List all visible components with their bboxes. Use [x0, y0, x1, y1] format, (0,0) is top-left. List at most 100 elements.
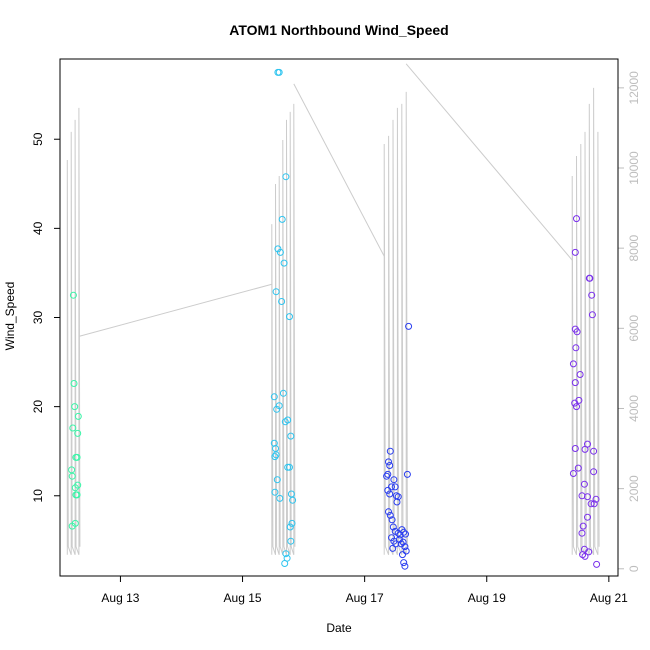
x-tick-label: Aug 17 [346, 591, 384, 605]
y-tick-label: 40 [31, 221, 45, 235]
data-point [70, 380, 78, 387]
x-tick-label: Aug 15 [224, 591, 262, 605]
data-point [383, 472, 391, 480]
data-point [282, 173, 290, 181]
y-tick-label: 20 [31, 400, 45, 414]
data-point [569, 360, 577, 368]
data-point [284, 416, 292, 424]
overlay-cluster-2 [271, 103, 296, 555]
data-point [573, 215, 580, 223]
data-point [278, 298, 286, 305]
data-point [74, 412, 82, 420]
data-point [281, 560, 289, 567]
data-point [278, 215, 286, 223]
data-points [68, 68, 601, 570]
data-point [271, 453, 279, 461]
data-point [272, 451, 280, 459]
data-point [286, 523, 294, 531]
data-point [391, 483, 399, 491]
data-point [571, 379, 579, 387]
data-point [592, 495, 600, 503]
data-point [276, 494, 284, 502]
data-point [388, 483, 395, 491]
data-point [385, 508, 392, 516]
data-point [401, 543, 409, 551]
data-point [386, 511, 394, 519]
data-point [584, 513, 591, 521]
overlay-cluster-1 [66, 107, 81, 555]
data-point [270, 439, 278, 447]
data-point [405, 322, 413, 330]
data-point [69, 424, 77, 432]
data-point [399, 538, 407, 546]
y2-tick-label: 4000 [627, 395, 641, 422]
data-point [588, 311, 596, 319]
data-point [399, 551, 406, 559]
data-point [388, 516, 396, 524]
data-point [581, 552, 589, 560]
data-point [68, 472, 76, 480]
data-point [590, 447, 598, 455]
y2-tick-label: 2000 [627, 475, 641, 502]
y2-tick-label: 12000 [627, 71, 641, 105]
data-point [579, 522, 587, 530]
y2-tick-label: 8000 [627, 234, 641, 261]
data-point [389, 523, 397, 531]
data-point [571, 445, 579, 452]
overlay-connector-1 [78, 283, 272, 337]
data-point [271, 488, 279, 496]
overlay-cluster-3 [383, 91, 408, 555]
data-point [573, 403, 580, 411]
data-point [288, 519, 296, 527]
data-point [287, 537, 295, 545]
data-point [578, 529, 586, 537]
overlay-lines [66, 63, 600, 555]
data-point [394, 493, 402, 501]
data-point [274, 68, 282, 76]
data-point [587, 500, 595, 508]
data-point [393, 498, 401, 506]
axes: Aug 13 Aug 15 Aug 17 Aug 19 Aug 21 10 20 30 40 50… [31, 71, 641, 605]
data-point [401, 562, 409, 570]
data-point [573, 328, 581, 336]
data-point [569, 470, 577, 477]
data-point [400, 528, 408, 536]
data-point [273, 405, 281, 413]
y2-tick-label: 0 [627, 565, 641, 572]
data-point [279, 389, 287, 397]
x-tick-label: Aug 21 [590, 591, 628, 605]
data-point [571, 399, 579, 407]
data-point [581, 445, 589, 453]
data-point [71, 403, 79, 411]
x-tick-label: Aug 13 [101, 591, 139, 605]
data-point [580, 480, 588, 488]
data-point [402, 530, 409, 538]
y-tick-label: 10 [31, 489, 45, 503]
y-tick-label: 30 [31, 311, 45, 325]
x-axis-label: Date [326, 621, 352, 635]
data-point [73, 491, 81, 499]
data-point [576, 371, 584, 378]
data-point [572, 344, 580, 352]
data-point [270, 393, 278, 401]
data-point [69, 291, 77, 299]
data-point [384, 486, 392, 494]
data-point [588, 291, 596, 299]
data-point [272, 288, 280, 296]
data-point [389, 544, 397, 552]
data-point [388, 534, 395, 542]
y-axis-label: Wind_Speed [3, 282, 17, 351]
data-point [384, 470, 392, 478]
data-point [385, 458, 392, 466]
data-point [289, 496, 297, 504]
data-point [593, 560, 601, 568]
data-point [282, 550, 290, 558]
y2-tick-label: 6000 [627, 315, 641, 342]
x-tick-label: Aug 19 [468, 591, 506, 605]
data-point [71, 519, 79, 527]
data-point [74, 429, 82, 437]
data-point [74, 481, 82, 489]
data-point [400, 559, 408, 567]
data-point [574, 464, 582, 472]
